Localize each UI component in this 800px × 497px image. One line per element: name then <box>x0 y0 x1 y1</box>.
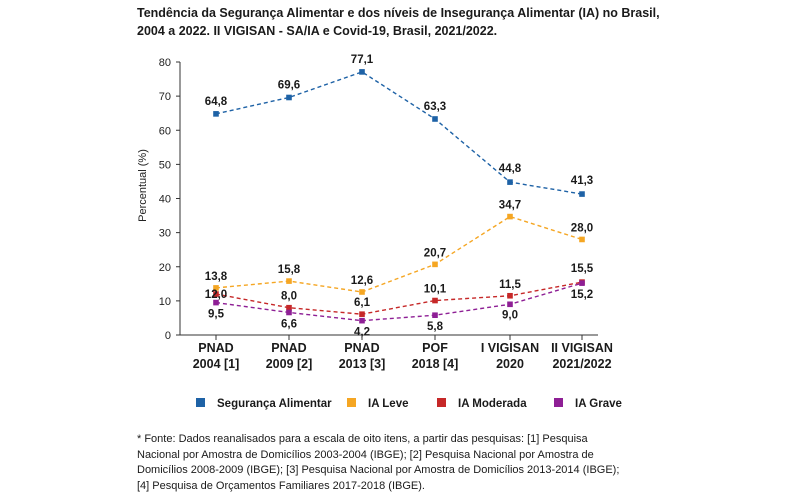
series-layer <box>213 69 585 324</box>
data-point <box>286 309 292 316</box>
legend: Segurança Alimentar IA Leve IA Moderada IA … <box>196 398 622 410</box>
data-point <box>213 111 219 117</box>
data-label: 12,6 <box>351 275 373 287</box>
chart-title-line-2: 2004 a 2022. II VIGISAN - SA/IA e Covid-… <box>137 24 498 38</box>
y-tick-label: 30 <box>159 228 171 240</box>
data-label: 28,0 <box>571 222 593 234</box>
line-chart: 0 10 20 30 40 50 60 70 80 Percentual (%) PNAD 2004 … <box>137 54 622 410</box>
data-point <box>359 317 365 324</box>
data-point <box>359 289 365 295</box>
data-point <box>432 261 438 268</box>
series-line-ia-leve <box>215 215 583 293</box>
data-label: 6,1 <box>354 297 371 309</box>
x-tick-label: 2004 [1] <box>193 357 240 371</box>
y-tick-label: 60 <box>159 125 171 137</box>
data-label: 69,6 <box>278 79 300 91</box>
x-tick-label: 2013 [3] <box>339 357 386 371</box>
data-label: 5,8 <box>427 321 444 333</box>
data-label: 4,2 <box>354 327 370 339</box>
data-point <box>286 278 292 284</box>
axis-layer: 0 10 20 30 40 50 60 70 80 Percentual (%) PNAD 2004 … <box>137 57 613 371</box>
data-point <box>579 236 585 243</box>
data-label: 44,8 <box>499 163 522 175</box>
data-label-layer: 64,8 69,6 77,1 63,3 44,8 41,3 13,8 15,8 12,6 20,7… <box>205 54 594 339</box>
x-tick-label: I VIGISAN <box>481 341 539 355</box>
data-label: 9,0 <box>502 309 518 321</box>
legend-label: IA Moderada <box>458 398 527 410</box>
data-point <box>213 299 219 306</box>
data-point <box>507 301 513 308</box>
data-label: 63,3 <box>424 101 446 113</box>
data-label: 12,0 <box>205 289 227 301</box>
x-tick-label: 2018 [4] <box>412 357 459 371</box>
data-point <box>432 116 438 122</box>
data-label: 64,8 <box>205 96 228 108</box>
data-point <box>579 191 585 197</box>
series-line-segurança-alimentar <box>215 71 583 195</box>
data-point <box>432 312 438 319</box>
data-label: 11,5 <box>499 279 521 291</box>
x-tick-label: 2020 <box>496 357 524 371</box>
data-point <box>286 304 292 311</box>
data-label: 8,0 <box>281 291 297 303</box>
data-point <box>507 179 513 185</box>
x-tick-label: PNAD <box>271 341 306 355</box>
data-point <box>359 69 365 75</box>
x-tick-label: POF <box>422 341 448 355</box>
data-label: 15,8 <box>278 264 301 276</box>
legend-swatch <box>437 398 446 407</box>
data-label: 15,5 <box>571 263 594 275</box>
data-point <box>507 213 513 220</box>
data-point <box>359 311 365 317</box>
data-point <box>579 280 585 286</box>
data-label: 9,5 <box>208 309 225 321</box>
series-line-ia-moderada <box>215 281 583 315</box>
legend-swatch <box>554 398 563 407</box>
data-label: 10,1 <box>424 284 447 296</box>
x-tick-label: II VIGISAN <box>551 341 613 355</box>
data-point <box>213 285 219 291</box>
data-label: 15,2 <box>571 289 593 301</box>
legend-label: Segurança Alimentar <box>217 398 332 410</box>
data-label: 20,7 <box>424 247 446 259</box>
y-tick-label: 80 <box>159 57 171 69</box>
x-tick-label: PNAD <box>344 341 379 355</box>
data-point <box>213 291 219 297</box>
y-tick-label: 70 <box>159 91 171 103</box>
data-point <box>286 94 292 101</box>
data-label: 41,3 <box>571 175 593 187</box>
y-tick-label: 40 <box>159 194 171 206</box>
chart-title-line-1: Tendência da Segurança Alimentar e dos n… <box>137 6 660 20</box>
data-label: 77,1 <box>351 54 374 66</box>
series-line-ia-grave <box>215 282 583 322</box>
legend-swatch <box>196 398 205 407</box>
chart-title: Tendência da Segurança Alimentar e dos n… <box>137 4 737 40</box>
legend-label: IA Grave <box>575 398 622 410</box>
x-tick-label: 2009 [2] <box>266 357 313 371</box>
legend-label: IA Leve <box>368 398 408 410</box>
data-label: 34,7 <box>499 200 521 212</box>
x-tick-label: 2021/2022 <box>552 357 611 371</box>
data-point <box>507 292 513 299</box>
data-label: 13,8 <box>205 271 228 283</box>
legend-swatch <box>347 398 356 407</box>
y-tick-label: 50 <box>159 159 171 171</box>
data-label: 6,6 <box>281 318 297 330</box>
y-tick-label: 0 <box>165 330 171 342</box>
y-tick-label: 10 <box>159 296 171 308</box>
x-tick-label: PNAD <box>198 341 233 355</box>
data-point <box>432 297 438 304</box>
y-tick-label: 20 <box>159 262 171 274</box>
y-axis-title: Percentual (%) <box>137 149 149 222</box>
source-footnote: * Fonte: Dados reanalisados para a escal… <box>137 433 620 492</box>
